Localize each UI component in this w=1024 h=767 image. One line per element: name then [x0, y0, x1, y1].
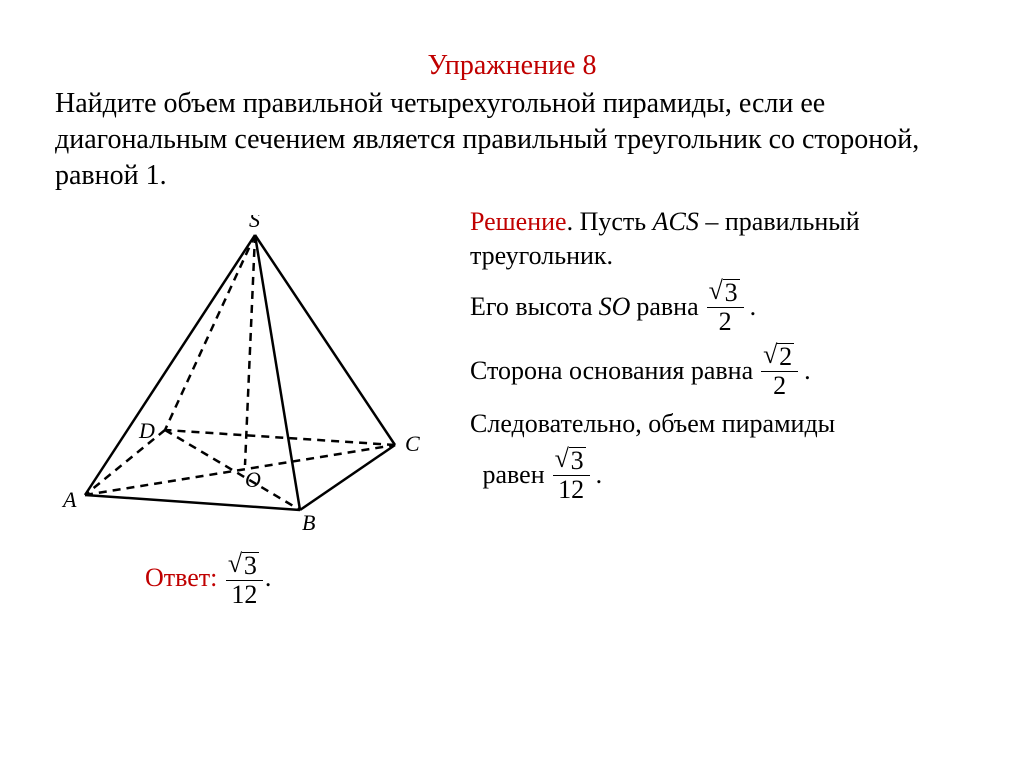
answer-block: Ответ: 3 12 .	[145, 552, 450, 608]
svg-text:C: C	[405, 431, 420, 456]
answer-label: Ответ:	[145, 563, 217, 592]
pyramid-diagram: S A B C D O	[55, 215, 435, 535]
exercise-title: Упражнение 8	[55, 50, 969, 82]
svg-text:O: O	[245, 467, 261, 492]
svg-text:D: D	[138, 418, 155, 443]
svg-text:A: A	[61, 487, 77, 512]
svg-text:B: B	[302, 510, 315, 535]
svg-text:S: S	[249, 215, 260, 232]
solution-label: Решение	[470, 207, 567, 236]
solution-block: Решение. Пусть ACS – правильный треуголь…	[450, 205, 969, 510]
problem-text: Найдите объем правильной четырехугольной…	[55, 86, 969, 193]
